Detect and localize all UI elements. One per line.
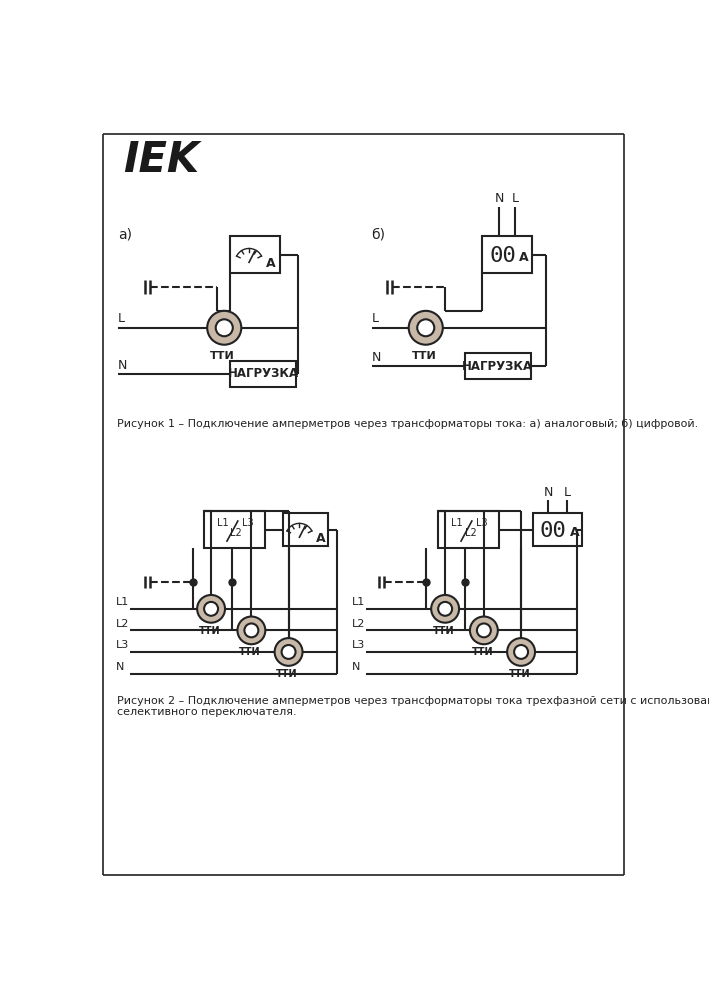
Text: L2: L2 xyxy=(352,618,366,628)
Circle shape xyxy=(238,616,265,644)
Text: N: N xyxy=(495,193,504,206)
Circle shape xyxy=(417,320,435,337)
Text: 00: 00 xyxy=(540,521,566,541)
Text: L: L xyxy=(118,313,125,326)
Circle shape xyxy=(281,645,296,659)
Circle shape xyxy=(197,595,225,622)
Text: НАГРУЗКА: НАГРУЗКА xyxy=(462,360,533,373)
Text: L: L xyxy=(511,193,518,206)
Text: L3: L3 xyxy=(116,640,129,650)
Text: N: N xyxy=(352,662,360,672)
Text: ТТИ: ТТИ xyxy=(211,351,235,361)
Bar xyxy=(204,511,264,548)
Bar xyxy=(482,236,532,273)
Text: б): б) xyxy=(372,228,386,242)
Text: L1: L1 xyxy=(452,518,463,528)
Text: ТТИ: ТТИ xyxy=(199,625,220,635)
Text: N: N xyxy=(116,662,124,672)
Circle shape xyxy=(216,320,233,337)
Text: N: N xyxy=(372,351,381,364)
Text: L2: L2 xyxy=(116,618,129,628)
Bar xyxy=(230,361,296,387)
Text: A: A xyxy=(570,526,579,539)
Bar xyxy=(533,512,581,546)
Text: L1: L1 xyxy=(352,597,365,607)
Text: ТТИ: ТТИ xyxy=(509,669,530,679)
Circle shape xyxy=(408,311,443,345)
Text: ТТИ: ТТИ xyxy=(239,647,261,657)
Text: A: A xyxy=(520,251,529,264)
Text: L1: L1 xyxy=(217,518,229,528)
Text: N: N xyxy=(544,486,553,499)
Bar xyxy=(283,512,328,546)
Circle shape xyxy=(477,623,491,637)
Text: ТТИ: ТТИ xyxy=(277,669,298,679)
Text: L2: L2 xyxy=(230,528,242,538)
Text: L1: L1 xyxy=(116,597,129,607)
Circle shape xyxy=(431,595,459,622)
Text: а): а) xyxy=(118,228,132,242)
Text: НАГРУЗКА: НАГРУЗКА xyxy=(228,368,298,381)
Text: L3: L3 xyxy=(242,518,254,528)
Circle shape xyxy=(204,602,218,615)
Text: L: L xyxy=(372,313,379,326)
Bar xyxy=(465,354,531,380)
Text: L3: L3 xyxy=(352,640,365,650)
Text: Рисунок 1 – Подключение амперметров через трансформаторы тока: а) аналоговый; б): Рисунок 1 – Подключение амперметров чере… xyxy=(116,419,698,429)
Circle shape xyxy=(438,602,452,615)
Circle shape xyxy=(507,638,535,665)
Text: ТТИ: ТТИ xyxy=(471,647,493,657)
Circle shape xyxy=(470,616,498,644)
Text: L2: L2 xyxy=(464,528,476,538)
Text: L: L xyxy=(563,486,570,499)
Bar xyxy=(438,511,498,548)
Text: ТТИ: ТТИ xyxy=(432,625,454,635)
Circle shape xyxy=(514,645,528,659)
Text: Рисунок 2 – Подключение амперметров через трансформаторы тока трехфазной сети с : Рисунок 2 – Подключение амперметров чере… xyxy=(116,696,709,717)
Bar xyxy=(230,236,281,273)
Circle shape xyxy=(207,311,241,345)
Text: A: A xyxy=(266,258,276,271)
Text: A: A xyxy=(316,532,326,545)
Circle shape xyxy=(274,638,303,665)
Circle shape xyxy=(245,623,258,637)
Text: L3: L3 xyxy=(476,518,488,528)
Text: 00: 00 xyxy=(489,246,516,266)
Text: ТТИ: ТТИ xyxy=(412,351,437,361)
Text: IEK: IEK xyxy=(123,139,199,181)
Text: N: N xyxy=(118,359,128,372)
